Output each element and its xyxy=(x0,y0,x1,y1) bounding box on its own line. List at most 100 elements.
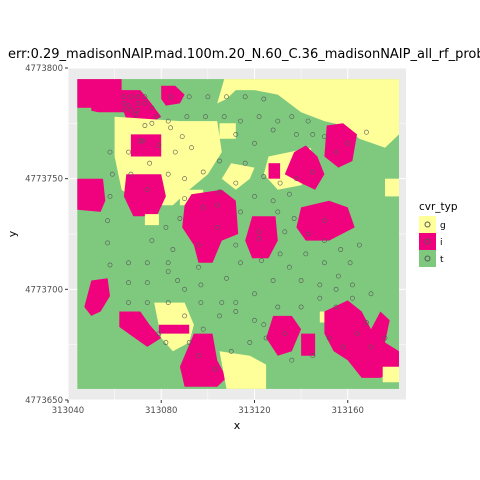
point-t xyxy=(107,149,113,155)
point-t xyxy=(326,335,332,341)
point-g xyxy=(270,198,276,204)
raster-region-i xyxy=(84,278,110,316)
point-g xyxy=(252,140,257,146)
point-i xyxy=(321,218,327,224)
raster-region-i xyxy=(324,300,399,378)
point-g xyxy=(154,114,159,120)
point-t xyxy=(107,193,113,199)
point-g xyxy=(186,340,192,345)
legend-point-i xyxy=(424,238,431,245)
point-g xyxy=(321,134,327,139)
point-g xyxy=(252,317,257,323)
raster-region-g xyxy=(219,123,236,139)
point-t xyxy=(256,114,262,120)
point-g xyxy=(196,264,201,270)
point-g xyxy=(182,176,187,182)
point-t xyxy=(165,260,171,266)
point-t xyxy=(356,242,362,248)
chart-title: err:0.29_madisonNAIP.mad.100m.20_N.60_C.… xyxy=(8,47,480,62)
point-g xyxy=(293,176,299,182)
point-g xyxy=(217,158,222,164)
point-g xyxy=(168,125,173,131)
point-g xyxy=(335,273,341,279)
legend-item-t: t xyxy=(419,250,444,267)
point-g xyxy=(182,313,187,319)
raster-region-g xyxy=(221,163,255,190)
raster-region-i xyxy=(77,178,106,212)
point-t xyxy=(105,218,110,224)
y-tick-label: 4773650 xyxy=(25,396,63,406)
point-g xyxy=(242,160,248,166)
point-t xyxy=(261,96,267,102)
point-g xyxy=(228,348,234,354)
x-tick-label: 313080 xyxy=(145,406,177,416)
point-g xyxy=(345,140,351,146)
point-i xyxy=(282,331,288,336)
point-t xyxy=(142,101,148,106)
point-g xyxy=(233,131,239,137)
point-t xyxy=(135,94,141,100)
point-t xyxy=(128,94,134,100)
point-g xyxy=(261,174,267,179)
point-g xyxy=(347,260,353,266)
point-t xyxy=(126,260,132,266)
raster-region-g xyxy=(219,351,267,389)
legend-key-t xyxy=(419,250,436,267)
point-g xyxy=(165,269,171,274)
point-t xyxy=(368,344,374,350)
x-tick-label: 313120 xyxy=(238,406,270,416)
point-t xyxy=(135,101,141,106)
x-tick-label: 313160 xyxy=(331,406,363,416)
point-g xyxy=(172,149,178,155)
point-t xyxy=(109,171,115,177)
raster-region-i xyxy=(161,85,185,106)
point-t xyxy=(135,107,141,113)
point-i xyxy=(175,278,180,283)
point-g xyxy=(252,291,257,297)
point-t xyxy=(144,280,150,286)
point-t xyxy=(186,94,192,100)
legend-point-t xyxy=(424,255,431,262)
raster-region-i xyxy=(179,333,227,387)
point-g xyxy=(170,247,176,252)
point-t xyxy=(121,101,127,106)
point-i xyxy=(233,300,239,305)
raster-region-g xyxy=(144,214,159,226)
point-g xyxy=(289,114,295,120)
point-g xyxy=(224,275,229,281)
point-t xyxy=(149,105,155,111)
point-t xyxy=(291,216,297,221)
raster-region-i xyxy=(245,216,278,259)
point-g xyxy=(156,331,162,336)
point-g xyxy=(275,304,281,310)
raster-region-i xyxy=(301,333,316,356)
legend-label-g: g xyxy=(440,221,446,231)
point-t xyxy=(126,300,132,305)
point-t xyxy=(259,258,264,263)
raster-region-t xyxy=(77,107,92,122)
raster-region-i xyxy=(296,200,355,241)
y-axis-title: y xyxy=(6,230,19,237)
point-t xyxy=(121,94,127,100)
point-i xyxy=(256,235,262,241)
point-i xyxy=(144,187,150,193)
raster-region-i xyxy=(123,174,166,217)
point-t xyxy=(196,353,201,359)
raster-region-i xyxy=(158,324,190,334)
point-g xyxy=(310,169,316,175)
point-t xyxy=(107,262,113,268)
point-t xyxy=(149,120,155,126)
point-t xyxy=(165,118,171,124)
point-g xyxy=(200,169,206,175)
y-tick-label: 4773800 xyxy=(25,64,63,74)
point-t xyxy=(198,300,204,305)
point-g xyxy=(165,171,171,177)
point-g xyxy=(305,118,311,124)
point-g xyxy=(247,340,253,345)
point-t xyxy=(233,242,239,248)
point-t xyxy=(382,335,388,341)
point-g xyxy=(286,264,292,270)
point-t xyxy=(144,260,150,266)
point-t xyxy=(142,94,148,100)
